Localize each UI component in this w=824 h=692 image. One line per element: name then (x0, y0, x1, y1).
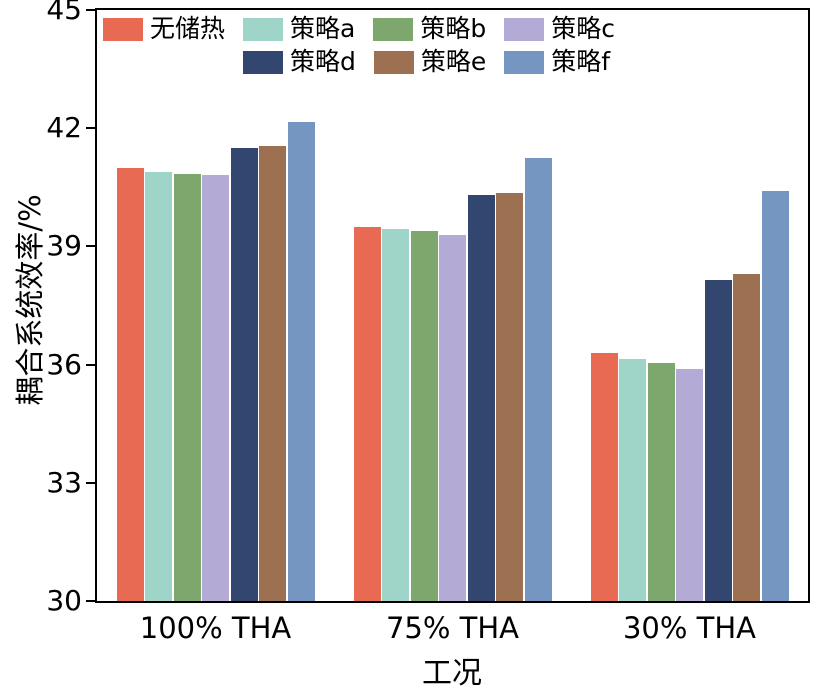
bar-策略c-75% THA (439, 234, 466, 601)
bar-series-container (97, 10, 808, 601)
legend-swatch (373, 50, 414, 74)
y-tick-label: 30 (46, 584, 82, 617)
bar-策略a-100% THA (145, 171, 172, 601)
bar-策略c-30% THA (676, 368, 703, 601)
bar-策略b-75% THA (410, 230, 438, 601)
bar-策略f-30% THA (761, 191, 789, 601)
legend-item: 策略e (373, 47, 487, 76)
legend-swatch (504, 50, 545, 74)
bar-策略a-30% THA (619, 358, 646, 601)
bar-策略e-75% THA (496, 193, 523, 601)
y-tick-label: 33 (46, 465, 82, 499)
bar-策略e-30% THA (733, 273, 760, 601)
bar-策略b-100% THA (173, 173, 201, 601)
plot-area: 无储热 策略a 策略b 策略c 策略d 策略e 策略f (95, 8, 810, 603)
legend-item: 无储热 (103, 15, 225, 43)
legend-swatch (103, 17, 143, 41)
x-category-label: 100% THA (139, 611, 292, 645)
bar-无储热-75% THA (353, 226, 381, 601)
bar-策略d-30% THA (704, 279, 732, 601)
bar-无储热-100% THA (116, 167, 144, 601)
legend: 无储热 策略a 策略b 策略c 策略d 策略e 策略f (103, 15, 633, 81)
y-tick-mark (86, 600, 95, 602)
bar-策略f-100% THA (287, 122, 315, 601)
bar-策略d-100% THA (230, 147, 258, 601)
legend-item: 策略b (373, 15, 486, 43)
legend-label: 策略e (420, 47, 487, 76)
bar-策略c-100% THA (202, 175, 229, 601)
x-category-label: 30% THA (622, 611, 757, 645)
legend-item: 策略f (504, 48, 610, 76)
legend-label: 策略b (420, 14, 487, 43)
y-tick-mark (86, 363, 95, 366)
bar-策略b-30% THA (647, 362, 675, 601)
bar-策略f-75% THA (524, 157, 552, 601)
legend-swatch (504, 17, 545, 41)
y-tick-mark (86, 9, 95, 11)
legend-swatch (373, 17, 414, 41)
legend-label: 策略f (551, 47, 611, 76)
x-category-label: 75% THA (385, 611, 520, 645)
legend-item: 策略c (504, 15, 615, 43)
y-tick-mark (86, 245, 95, 248)
y-tick-label: 45 (46, 0, 82, 26)
bar-策略a-75% THA (382, 228, 409, 601)
legend-swatch (243, 50, 283, 74)
legend-swatch (243, 17, 284, 41)
bar-策略d-75% THA (467, 195, 495, 601)
bar-策略e-100% THA (259, 145, 286, 601)
legend-row: 策略d 策略e 策略f (243, 48, 633, 76)
legend-item: 策略d (243, 48, 356, 76)
y-tick-mark (86, 481, 95, 484)
legend-row: 无储热 策略a 策略b 策略c (103, 15, 633, 43)
legend-label: 策略d (290, 47, 356, 76)
y-axis-title: 耦合系统效率/% (13, 194, 47, 406)
legend-item: 策略a (243, 15, 355, 43)
legend-label: 策略a (290, 14, 356, 43)
bar-无储热-30% THA (590, 352, 618, 601)
legend-label: 策略c (551, 14, 615, 43)
legend-label: 无储热 (150, 14, 226, 43)
y-tick-label: 42 (46, 111, 82, 145)
x-axis-title: 工况 (422, 656, 482, 691)
y-tick-mark (86, 127, 95, 130)
